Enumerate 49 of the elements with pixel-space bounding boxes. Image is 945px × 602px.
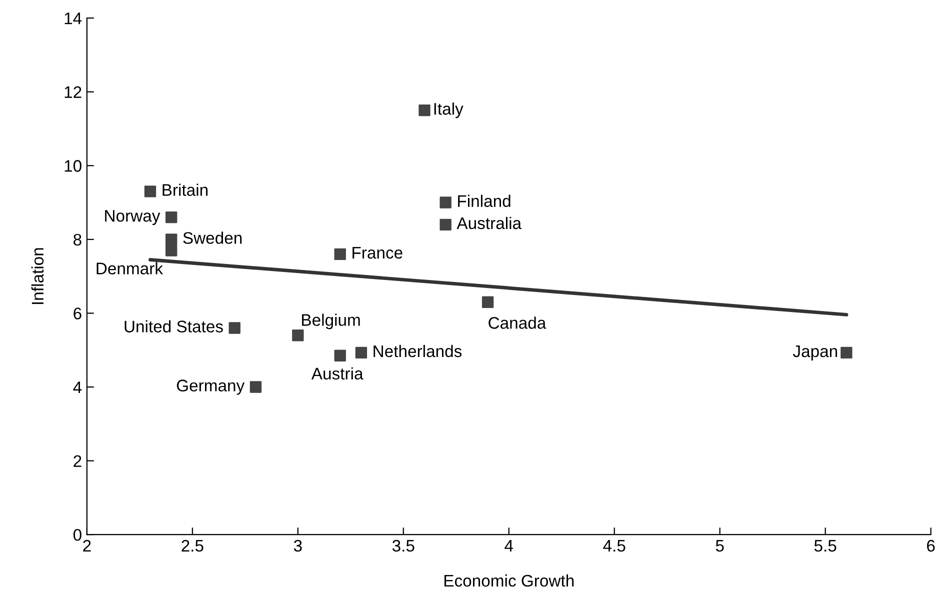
y-tick-label: 14	[64, 12, 82, 24]
point	[250, 381, 262, 393]
point	[228, 322, 240, 334]
annotation: Sweden	[183, 232, 242, 244]
x-tick-label: 2	[83, 540, 91, 552]
point	[144, 186, 156, 198]
y-tick-label: 12	[64, 86, 82, 98]
x-axis-title: Economic Growth	[444, 574, 574, 587]
x-tick-label: 3	[294, 540, 302, 552]
x-tick-label: 2.5	[182, 540, 204, 552]
y-tick-label: 2	[74, 455, 82, 467]
point	[482, 296, 494, 308]
point	[418, 104, 430, 116]
y-tick-label: 8	[74, 234, 82, 246]
annotation: Canada	[488, 316, 546, 329]
point	[334, 248, 346, 260]
point	[440, 218, 452, 231]
y-axis-title: Inflation	[31, 248, 44, 304]
y-tick-label: 10	[64, 160, 82, 172]
point	[355, 346, 368, 359]
annotation: Denmark	[96, 262, 164, 274]
y-tick-label: 4	[73, 382, 82, 394]
point	[440, 196, 452, 208]
point	[165, 234, 178, 246]
point	[840, 346, 852, 359]
annotation: Australia	[456, 216, 522, 230]
annotation: Italy	[434, 102, 464, 118]
annotation: Finland	[458, 194, 510, 208]
y-tick-label: 6	[74, 308, 82, 320]
point	[165, 211, 178, 224]
annotation: Austria	[311, 367, 364, 380]
annotation: France	[352, 247, 402, 259]
annotation: Britain	[162, 184, 208, 196]
y-tick-label: 0	[73, 528, 82, 541]
annotation: Germany	[176, 380, 245, 395]
x-tick-label: 3.5	[392, 540, 414, 552]
annotation: Belgium	[302, 314, 360, 330]
x-tick-label: 6	[927, 540, 935, 552]
annotation: Japan	[792, 346, 838, 360]
x-tick-label: 5	[716, 540, 724, 552]
x-tick-label: 4	[504, 540, 514, 552]
x-tick-label: 5.5	[814, 540, 836, 552]
point	[165, 244, 178, 256]
x-tick-label: 4.5	[603, 540, 626, 552]
point	[292, 330, 304, 342]
point	[334, 350, 346, 362]
annotation: Netherlands	[374, 344, 462, 358]
annotation: Norway	[105, 210, 160, 226]
annotation: United States	[124, 320, 223, 332]
